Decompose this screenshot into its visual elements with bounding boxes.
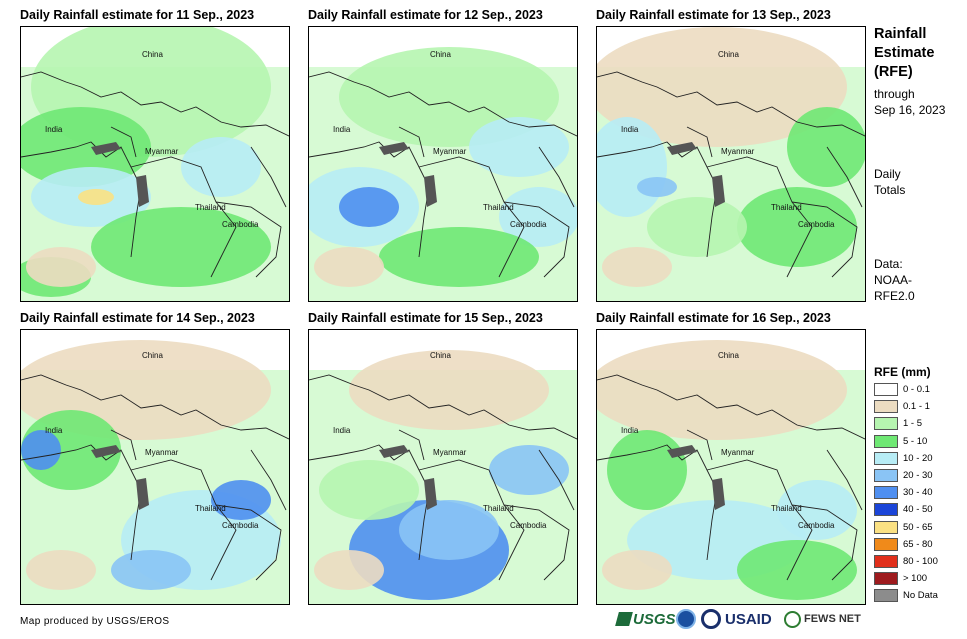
daily-label: Daily [874, 167, 901, 181]
footer-credit: Map produced by USGS/EROS [20, 616, 170, 627]
legend-item: 20 - 30 [874, 469, 964, 484]
rfe-title-line3: (RFE) [874, 64, 913, 80]
label-myanmar: Myanmar [433, 448, 467, 457]
fews-net-logo: FEWS NET [784, 608, 861, 630]
legend-swatch [874, 451, 898, 465]
legend-swatch [874, 537, 898, 551]
legend-swatch [874, 589, 898, 603]
legend-item: 10 - 20 [874, 451, 964, 467]
legend-swatch [874, 572, 898, 586]
rfe-title-line1: Rainfall [874, 26, 927, 42]
rainfall-map-11-sep [20, 26, 290, 302]
legend-item: 0.1 - 1 [874, 400, 964, 415]
totals-label: Totals [874, 183, 906, 197]
usaid-logo: USAID [725, 610, 772, 628]
data-source-line1: NOAA- [874, 273, 913, 287]
legend-item: 80 - 100 [874, 555, 964, 570]
label-india: India [621, 426, 639, 435]
label-myanmar: Myanmar [721, 448, 755, 457]
legend-item: 1 - 5 [874, 417, 964, 432]
legend-item: 50 - 65 [874, 520, 964, 536]
rainfall-map-12-sep [308, 26, 578, 302]
legend-label: 1 - 5 [903, 418, 923, 430]
rainfall-map-13-sep [596, 26, 866, 302]
label-india: India [333, 426, 351, 435]
legend-label: 50 - 65 [903, 521, 933, 533]
legend-item: 65 - 80 [874, 537, 964, 553]
rainfall-map-14-sep [20, 329, 290, 605]
panel-title-3: Daily Rainfall estimate for 13 Sep., 202… [596, 8, 831, 22]
label-cambodia: Cambodia [510, 521, 547, 530]
legend-item: 40 - 50 [874, 503, 964, 518]
through-label: through [874, 87, 915, 101]
legend-swatch [874, 434, 898, 448]
legend-item: 30 - 40 [874, 486, 964, 501]
label-cambodia: Cambodia [798, 521, 835, 530]
legend-label: 30 - 40 [903, 487, 933, 499]
usaid-seal-icon [701, 608, 721, 630]
label-china: China [430, 50, 451, 59]
label-india: India [621, 125, 639, 134]
label-china: China [718, 50, 739, 59]
legend-item: 5 - 10 [874, 434, 964, 450]
label-myanmar: Myanmar [721, 147, 755, 156]
legend-label: 0 - 0.1 [903, 384, 930, 395]
label-china: China [718, 351, 739, 360]
legend-swatch [874, 555, 898, 568]
legend-swatch [874, 486, 898, 500]
label-myanmar: Myanmar [145, 448, 179, 457]
legend-label: 0.1 - 1 [903, 401, 930, 413]
label-thailand: Thailand [483, 203, 514, 212]
noaa-logo-icon [676, 608, 696, 630]
legend-swatch [874, 383, 898, 396]
label-china: China [430, 351, 451, 360]
rfe-title-line2: Estimate [874, 45, 935, 61]
panel-title-1: Daily Rainfall estimate for 11 Sep., 202… [20, 8, 255, 22]
legend-label: 40 - 50 [903, 504, 933, 516]
legend-label: 80 - 100 [903, 556, 938, 567]
legend-swatch [874, 400, 898, 414]
data-label: Data: [874, 257, 903, 271]
label-cambodia: Cambodia [510, 220, 547, 229]
label-myanmar: Myanmar [433, 147, 467, 156]
legend-swatch [874, 520, 898, 534]
label-china: China [142, 50, 163, 59]
label-india: India [45, 426, 63, 435]
label-thailand: Thailand [771, 504, 802, 513]
label-cambodia: Cambodia [222, 220, 259, 229]
legend-swatch [874, 417, 898, 431]
label-india: India [45, 125, 63, 134]
legend-label: 5 - 10 [903, 435, 928, 447]
legend-item: 0 - 0.1 [874, 383, 964, 398]
label-india: India [333, 125, 351, 134]
rainfall-map-16-sep [596, 329, 866, 605]
usgs-logo: USGS [615, 608, 676, 630]
label-china: China [142, 351, 163, 360]
panel-title-5: Daily Rainfall estimate for 15 Sep., 202… [308, 311, 543, 325]
rainfall-map-15-sep [308, 329, 578, 605]
legend-item: No Data [874, 589, 964, 604]
legend-label: 65 - 80 [903, 538, 933, 550]
label-thailand: Thailand [771, 203, 802, 212]
legend-label: 20 - 30 [903, 470, 933, 481]
panel-title-2: Daily Rainfall estimate for 12 Sep., 202… [308, 8, 543, 22]
panel-title-6: Daily Rainfall estimate for 16 Sep., 202… [596, 311, 831, 325]
label-myanmar: Myanmar [145, 147, 179, 156]
label-thailand: Thailand [195, 504, 226, 513]
legend-swatch [874, 503, 898, 517]
label-thailand: Thailand [483, 504, 514, 513]
legend-swatch [874, 469, 898, 482]
label-cambodia: Cambodia [222, 521, 259, 530]
label-cambodia: Cambodia [798, 220, 835, 229]
legend-label: No Data [903, 590, 938, 602]
legend-item: > 100 [874, 572, 964, 587]
label-thailand: Thailand [195, 203, 226, 212]
legend-label: 10 - 20 [903, 452, 933, 464]
through-date: Sep 16, 2023 [874, 103, 946, 117]
legend-title: RFE (mm) [874, 365, 931, 379]
legend-label: > 100 [903, 573, 928, 585]
data-source-line2: RFE2.0 [874, 289, 915, 303]
panel-title-4: Daily Rainfall estimate for 14 Sep., 202… [20, 311, 255, 325]
